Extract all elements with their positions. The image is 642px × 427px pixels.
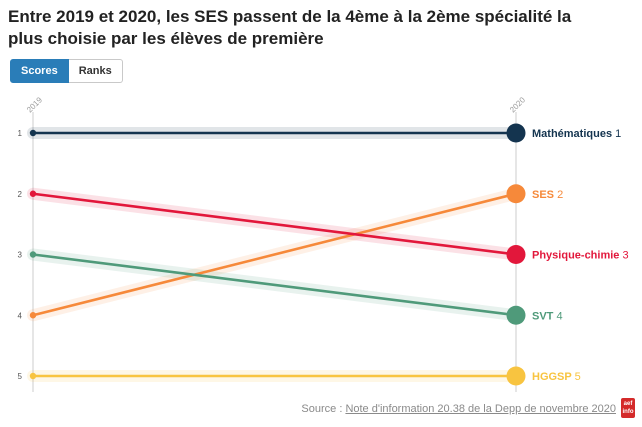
end-point-ses [506,184,526,204]
view-toggle: Scores Ranks [10,59,123,83]
logo-text: aef info [622,401,634,415]
series-name-mathematiques: Mathématiques [532,128,615,140]
series-name-hggsp: HGGSP [532,371,575,383]
source-note: Source : Note d'information 20.38 de la … [301,403,616,415]
series-line-svt [32,253,517,317]
series-rank-physique: 3 [622,250,628,262]
start-point-hggsp [29,372,37,380]
series-name-ses: SES [532,189,557,201]
end-point-mathematiques [506,123,526,143]
end-label-hggsp: HGGSP 5 [532,371,581,383]
series-line-physique [32,192,517,256]
y-tick-label-1: 1 [18,129,23,138]
series-rank-svt: 4 [556,310,562,322]
scores-toggle-button[interactable]: Scores [10,59,69,83]
y-tick-label-3: 3 [18,251,23,260]
end-label-physique: Physique-chimie 3 [532,250,629,262]
y-tick-label-2: 2 [18,190,23,199]
series-rank-hggsp: 5 [575,371,581,383]
series-name-physique: Physique-chimie [532,250,622,262]
end-label-mathematiques: Mathématiques 1 [532,128,621,140]
start-point-mathematiques [29,129,37,137]
y-tick-label-5: 5 [18,372,23,381]
y-tick-label-4: 4 [18,311,23,320]
end-point-svt [506,305,526,325]
series-rank-mathematiques: 1 [615,128,621,140]
series-rank-ses: 2 [557,189,563,201]
series-line-ses [32,192,517,317]
end-label-svt: SVT 4 [532,310,563,322]
start-point-svt [29,251,37,258]
aef-logo: aef info [621,398,635,418]
series-name-svt: SVT [532,310,556,322]
year-label-2020: 2020 [508,95,527,114]
year-label-2019: 2019 [25,95,44,114]
start-point-ses [29,312,37,319]
source-prefix: Source : [301,403,346,415]
end-label-ses: SES 2 [532,189,563,201]
source-link[interactable]: Note d'information 20.38 de la Depp de n… [345,403,616,415]
start-point-physique [29,190,37,197]
end-point-hggsp [506,366,526,386]
end-point-physique [506,245,526,264]
ranks-toggle-button[interactable]: Ranks [68,59,123,83]
chart-title: Entre 2019 et 2020, les SES passent de l… [8,7,572,48]
